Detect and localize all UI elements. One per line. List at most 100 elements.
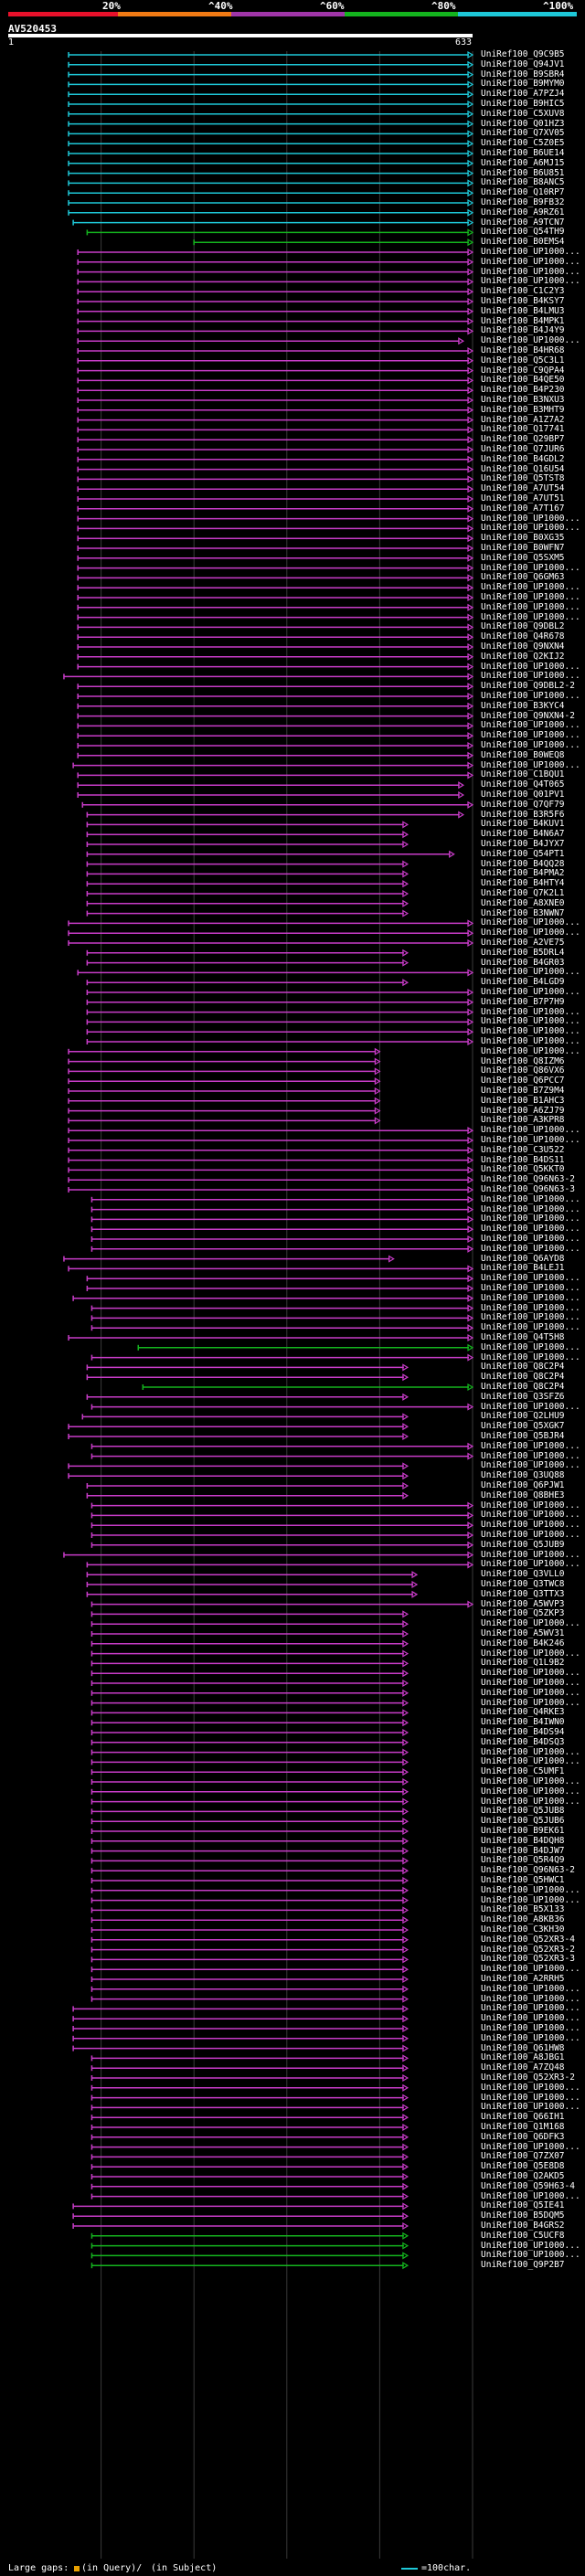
hit-label-link[interactable]: UniRef100_UP1000...: [481, 1125, 580, 1136]
hit-label-link[interactable]: UniRef100_UP1000...: [481, 917, 580, 928]
hit-row[interactable]: [90, 2192, 410, 2200]
hit-row[interactable]: [63, 673, 474, 681]
hit-label-link[interactable]: UniRef100_Q6GM63: [481, 572, 565, 583]
hit-row[interactable]: [81, 800, 474, 809]
hit-label-link[interactable]: UniRef100_Q2AKD5: [481, 2171, 565, 2181]
hit-row[interactable]: [90, 1709, 410, 1717]
hit-label-link[interactable]: UniRef100_Q5E8D8: [481, 2161, 565, 2172]
hit-label-link[interactable]: UniRef100_Q7XV05: [481, 128, 565, 139]
hit-label-link[interactable]: UniRef100_A8JBG1: [481, 2052, 565, 2063]
hit-row[interactable]: [90, 1768, 410, 1776]
hit-label-link[interactable]: UniRef100_Q10RP7: [481, 187, 565, 198]
hit-row[interactable]: [90, 2163, 410, 2171]
hit-row[interactable]: [86, 1393, 410, 1401]
hit-row[interactable]: [77, 702, 474, 710]
hit-row[interactable]: [90, 1847, 410, 1855]
hit-row[interactable]: [77, 436, 474, 444]
hit-label-link[interactable]: UniRef100_UP1000...: [481, 1530, 580, 1540]
hit-row[interactable]: [68, 159, 474, 167]
hit-row[interactable]: [72, 218, 474, 227]
hit-label-link[interactable]: UniRef100_B4GR03: [481, 957, 565, 968]
hit-row[interactable]: [77, 366, 474, 375]
hit-label-link[interactable]: UniRef100_Q4T5H8: [481, 1332, 565, 1342]
hit-row[interactable]: [90, 1353, 474, 1362]
hit-label-link[interactable]: UniRef100_Q59H63-4: [481, 2180, 575, 2191]
hit-label-link[interactable]: UniRef100_B4IWN0: [481, 1717, 565, 1728]
hit-label-link[interactable]: UniRef100_UP1000...: [481, 256, 580, 267]
hit-label-link[interactable]: UniRef100_UP1000...: [481, 740, 580, 750]
hit-label-link[interactable]: UniRef100_A7UT54: [481, 483, 565, 494]
hit-label-link[interactable]: UniRef100_UP1000...: [481, 2092, 580, 2103]
hit-label-link[interactable]: UniRef100_UP1000...: [481, 582, 580, 593]
hit-label-link[interactable]: UniRef100_C1C2Y3: [481, 286, 565, 297]
hit-label-link[interactable]: UniRef100_UP1000...: [481, 1510, 580, 1521]
hit-row[interactable]: [137, 1343, 474, 1352]
hit-label-link[interactable]: UniRef100_Q5IE41: [481, 2200, 565, 2211]
hit-label-link[interactable]: UniRef100_Q7QF79: [481, 799, 565, 810]
hit-label-link[interactable]: UniRef100_B3R5F6: [481, 809, 565, 820]
hit-label-link[interactable]: UniRef100_C5XUV8: [481, 108, 565, 119]
hit-row[interactable]: [86, 870, 410, 878]
hit-row[interactable]: [86, 1580, 419, 1589]
hit-label-link[interactable]: UniRef100_B4P230: [481, 385, 565, 396]
hit-label-link[interactable]: UniRef100_Q66IH1: [481, 2112, 565, 2123]
hit-row[interactable]: [90, 1245, 474, 1253]
hit-row[interactable]: [77, 445, 474, 454]
hit-row[interactable]: [86, 949, 410, 957]
hit-label-link[interactable]: UniRef100_Q3TWC8: [481, 1579, 565, 1589]
hit-row[interactable]: [77, 278, 474, 286]
hit-row[interactable]: [77, 584, 474, 592]
hit-label-link[interactable]: UniRef100_B4J4Y9: [481, 325, 565, 336]
hit-row[interactable]: [68, 1117, 381, 1125]
hit-row[interactable]: [86, 850, 455, 858]
hit-label-link[interactable]: UniRef100_Q5R4Q9: [481, 1855, 565, 1866]
hit-row[interactable]: [77, 317, 474, 325]
hit-label-link[interactable]: UniRef100_Q54PT1: [481, 848, 565, 859]
hit-row[interactable]: [77, 475, 474, 483]
hit-label-link[interactable]: UniRef100_UP1000...: [481, 2013, 580, 2024]
hit-row[interactable]: [72, 2024, 410, 2033]
hit-label-link[interactable]: UniRef100_UP1000...: [481, 1520, 580, 1531]
hit-label-link[interactable]: UniRef100_Q96N63-2: [481, 1865, 575, 1876]
hit-row[interactable]: [90, 1225, 474, 1234]
hit-row[interactable]: [86, 909, 410, 917]
hit-row[interactable]: [68, 80, 474, 89]
hit-row[interactable]: [90, 1679, 410, 1688]
hit-row[interactable]: [77, 465, 474, 473]
hit-label-link[interactable]: UniRef100_UP1000...: [481, 1341, 580, 1352]
hit-row[interactable]: [68, 169, 474, 177]
hit-label-link[interactable]: UniRef100_A7PZJ4: [481, 89, 565, 100]
hit-label-link[interactable]: UniRef100_UP1000...: [481, 730, 580, 741]
hit-row[interactable]: [90, 1649, 410, 1658]
hit-row[interactable]: [77, 633, 474, 641]
hit-label-link[interactable]: UniRef100_UP1000...: [481, 1283, 580, 1293]
hit-label-link[interactable]: UniRef100_UP1000...: [481, 592, 580, 602]
hit-row[interactable]: [90, 1659, 410, 1668]
hit-label-link[interactable]: UniRef100_Q7K2L1: [481, 888, 565, 898]
hit-label-link[interactable]: UniRef100_A2RRH5: [481, 1974, 565, 1984]
hit-label-link[interactable]: UniRef100_B4JYX7: [481, 839, 565, 849]
hit-row[interactable]: [77, 514, 474, 523]
hit-label-link[interactable]: UniRef100_C5Z0E5: [481, 138, 565, 149]
hit-row[interactable]: [68, 60, 474, 69]
hit-label-link[interactable]: UniRef100_UP1000...: [481, 1668, 580, 1679]
hit-row[interactable]: [90, 2231, 410, 2240]
hit-label-link[interactable]: UniRef100_UP1000...: [481, 266, 580, 277]
hit-label-link[interactable]: UniRef100_UP1000...: [481, 1983, 580, 1994]
hit-row[interactable]: [77, 613, 474, 621]
hit-label-link[interactable]: UniRef100_Q5JUB6: [481, 1816, 565, 1827]
hit-label-link[interactable]: UniRef100_Q54TH9: [481, 227, 565, 238]
hit-label-link[interactable]: UniRef100_B6UE14: [481, 148, 565, 158]
hit-row[interactable]: [90, 2182, 410, 2190]
hit-row[interactable]: [68, 100, 474, 109]
hit-row[interactable]: [90, 1758, 410, 1766]
hit-row[interactable]: [90, 1541, 474, 1549]
hit-row[interactable]: [90, 1699, 410, 1707]
hit-label-link[interactable]: UniRef100_B9SBR4: [481, 69, 565, 80]
hit-row[interactable]: [90, 1748, 410, 1756]
hit-row[interactable]: [90, 2054, 410, 2062]
hit-label-link[interactable]: UniRef100_B4MPK1: [481, 315, 565, 326]
hit-row[interactable]: [68, 149, 474, 158]
hit-label-link[interactable]: UniRef100_A7ZQ48: [481, 2062, 565, 2073]
hit-row[interactable]: [90, 1837, 410, 1845]
